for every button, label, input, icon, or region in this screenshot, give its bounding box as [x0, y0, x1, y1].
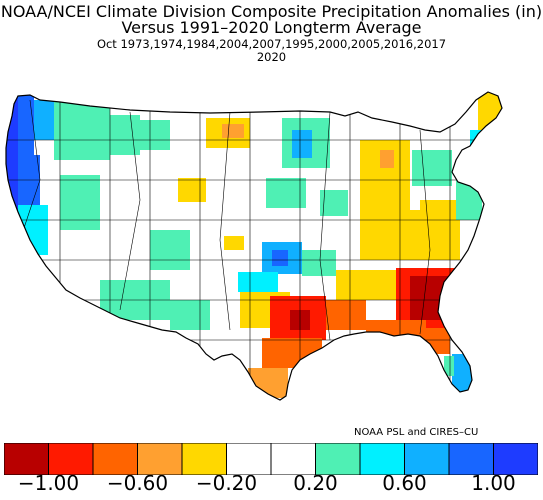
colorbar-bin-7	[315, 443, 361, 475]
colorbar-bin-2	[92, 443, 138, 475]
region-kansas-east	[272, 250, 288, 266]
region-colorado	[178, 178, 206, 202]
region-new-mexico	[150, 230, 190, 270]
colorbar-tick-label: −1.00	[17, 471, 80, 495]
region-florida-panhandle	[366, 320, 426, 340]
region-trans-pecos	[170, 300, 210, 330]
region-oklahoma	[238, 272, 278, 292]
anomaly-regions	[6, 92, 502, 400]
colorbar-tick-label: 0.60	[382, 471, 427, 495]
region-mississippi-alabama	[336, 270, 396, 300]
region-mid-atlantic	[412, 150, 452, 186]
colorbar	[4, 443, 538, 475]
region-california-central	[18, 205, 48, 255]
colorbar-bin-11	[493, 443, 538, 475]
region-appalachians	[420, 200, 460, 260]
region-great-basin	[54, 100, 110, 160]
colorbar-tick-label: 1.00	[471, 471, 516, 495]
colorbar-bin-10	[448, 443, 494, 475]
region-missouri	[302, 250, 336, 276]
region-oregon-coast	[18, 95, 34, 155]
data-credit: NOAA PSL and CIRES–CU	[354, 427, 479, 438]
composite-years: Oct 1973,1974,1984,2004,2007,1995,2000,2…	[96, 37, 447, 51]
region-montana-west	[140, 120, 170, 150]
colorbar-bin-8	[359, 443, 405, 475]
colorbar-tick-label: −0.20	[195, 471, 258, 495]
region-north-florida	[426, 328, 450, 354]
region-idaho	[110, 115, 140, 155]
colorbar-bin-1	[48, 443, 94, 475]
colorbar-tick-label: 0.20	[293, 471, 338, 495]
colorbar-bin-6	[270, 443, 316, 475]
division-boundaries	[6, 95, 502, 390]
map-subtitle: Versus 1991–2020 Longterm Average	[121, 18, 422, 37]
region-new-england	[470, 130, 500, 170]
composite-years-continued: 2020	[256, 50, 287, 64]
region-nevada	[60, 175, 100, 230]
region-ohio-valley	[360, 210, 420, 260]
region-michigan-core	[380, 150, 394, 168]
region-iowa	[266, 178, 306, 208]
us-climate-division-map	[5, 91, 503, 401]
region-kansas-west	[224, 236, 244, 250]
map-title: NOAA/NCEI Climate Division Composite Pre…	[0, 2, 543, 21]
region-minnesota-wisconsin	[292, 130, 312, 158]
region-pacific-northwest-coast	[6, 92, 18, 220]
colorbar-tick-label: −0.60	[106, 471, 169, 495]
region-georgia-carolinas	[410, 276, 448, 320]
region-central-florida	[444, 356, 454, 376]
region-washington-cascades	[34, 100, 54, 140]
region-south-dakota	[222, 124, 244, 138]
region-louisiana-mississippi	[326, 300, 366, 330]
colorbar-bin-5	[226, 443, 272, 475]
